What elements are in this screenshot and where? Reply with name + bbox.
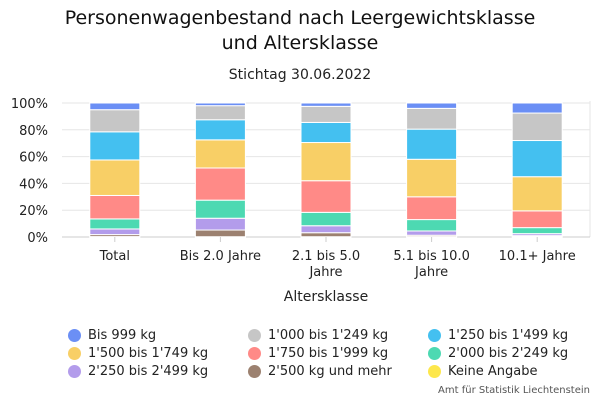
bar-segment bbox=[194, 119, 246, 141]
bar-segment bbox=[511, 176, 563, 212]
bar-segment bbox=[300, 225, 352, 234]
legend-label: 1'750 bis 1'999 kg bbox=[268, 346, 389, 361]
legend-item[interactable]: 1'750 bis 1'999 kg bbox=[248, 346, 388, 361]
legend-item[interactable]: Keine Angabe bbox=[428, 364, 537, 379]
x-axis-label: Altersklasse bbox=[283, 289, 369, 305]
legend-swatch bbox=[248, 365, 261, 378]
legend-swatch bbox=[68, 329, 81, 342]
x-tick-label: 10.1+ Jahre bbox=[499, 249, 576, 264]
legend-swatch bbox=[68, 365, 81, 378]
x-tick-label: 2.1 bis 5.0 bbox=[292, 249, 360, 264]
bar-segment bbox=[194, 105, 246, 121]
legend-label: 2'250 bis 2'499 kg bbox=[88, 364, 209, 379]
legend-swatch bbox=[428, 365, 441, 378]
chart-title: Personenwagenbestand nach Leergewichtskl… bbox=[0, 6, 600, 56]
legend-swatch bbox=[428, 329, 441, 342]
source-credit: Amt für Statistik Liechtenstein bbox=[438, 385, 590, 396]
bar-segment bbox=[511, 102, 563, 114]
y-tick-label: 100% bbox=[11, 97, 48, 112]
legend-label: 2'000 bis 2'249 kg bbox=[448, 346, 569, 361]
y-tick-label: 0% bbox=[27, 231, 48, 246]
legend-item[interactable]: 1'000 bis 1'249 kg bbox=[248, 328, 388, 343]
bar-segment bbox=[511, 210, 563, 229]
legend-label: 1'250 bis 1'499 kg bbox=[448, 328, 569, 343]
legend-label: Keine Angabe bbox=[448, 364, 538, 379]
legend-label: 1'500 bis 1'749 kg bbox=[88, 346, 209, 361]
legend-item[interactable]: 1'500 bis 1'749 kg bbox=[68, 346, 208, 361]
chart-subtitle: Stichtag 30.06.2022 bbox=[228, 67, 372, 83]
bar-segment bbox=[194, 102, 246, 107]
x-tick-label: Total bbox=[99, 249, 130, 264]
bar-segment bbox=[89, 159, 141, 196]
bar-segment bbox=[89, 228, 141, 236]
y-tick-label: 60% bbox=[19, 151, 48, 166]
bar-segment bbox=[194, 229, 246, 238]
bar-segment bbox=[406, 102, 458, 109]
bar-segment bbox=[194, 199, 246, 219]
legend-item[interactable]: 2'250 bis 2'499 kg bbox=[68, 364, 208, 379]
bar-segment bbox=[406, 230, 458, 236]
bar-segment bbox=[194, 217, 246, 231]
bar-segment bbox=[89, 194, 141, 220]
x-tick-label: 5.1 bis 10.0 bbox=[393, 249, 470, 264]
bar-segment bbox=[89, 131, 141, 161]
bar-segment bbox=[300, 102, 352, 107]
legend-label: Bis 999 kg bbox=[88, 328, 157, 343]
bar-segment bbox=[511, 140, 563, 178]
legend-label: 2'500 kg und mehr bbox=[268, 364, 392, 379]
x-tick-label: Jahre bbox=[308, 265, 342, 280]
chart-title-line-1: Personenwagenbestand nach Leergewichtskl… bbox=[64, 7, 536, 29]
y-tick-label: 20% bbox=[19, 204, 48, 219]
chart-title-line-2: und Altersklasse bbox=[221, 32, 379, 54]
bar-segment bbox=[406, 158, 458, 198]
bar-segment bbox=[89, 109, 141, 133]
bar-segment bbox=[89, 102, 141, 111]
bar-segment bbox=[194, 167, 246, 201]
bar-segment bbox=[89, 218, 141, 230]
legend-item[interactable]: Bis 999 kg bbox=[68, 328, 156, 343]
bar-segment bbox=[300, 211, 352, 227]
legend-swatch bbox=[68, 347, 81, 360]
legend-swatch bbox=[428, 347, 441, 360]
legend-item[interactable]: 1'250 bis 1'499 kg bbox=[428, 328, 568, 343]
bar-segment bbox=[300, 121, 352, 144]
bar-segment bbox=[300, 232, 352, 238]
x-tick-label: Jahre bbox=[414, 265, 448, 280]
bar-segment bbox=[406, 128, 458, 160]
legend-swatch bbox=[248, 329, 261, 342]
legend-item[interactable]: 2'500 kg und mehr bbox=[248, 364, 392, 379]
bar-segment bbox=[406, 196, 458, 221]
bar-segment bbox=[406, 107, 458, 130]
bar-segment bbox=[300, 142, 352, 182]
legend-label: 1'000 bis 1'249 kg bbox=[268, 328, 389, 343]
bar-segment bbox=[406, 219, 458, 232]
bar-segment bbox=[511, 227, 563, 235]
bar-segment bbox=[300, 105, 352, 123]
bar-segment bbox=[300, 180, 352, 213]
legend-item[interactable]: 2'000 bis 2'249 kg bbox=[428, 346, 568, 361]
bar-segment bbox=[194, 139, 246, 169]
x-tick-label: Bis 2.0 Jahre bbox=[180, 249, 261, 264]
y-tick-label: 40% bbox=[19, 177, 48, 192]
bar-segment bbox=[511, 112, 563, 142]
legend-swatch bbox=[248, 347, 261, 360]
y-tick-label: 80% bbox=[19, 124, 48, 139]
